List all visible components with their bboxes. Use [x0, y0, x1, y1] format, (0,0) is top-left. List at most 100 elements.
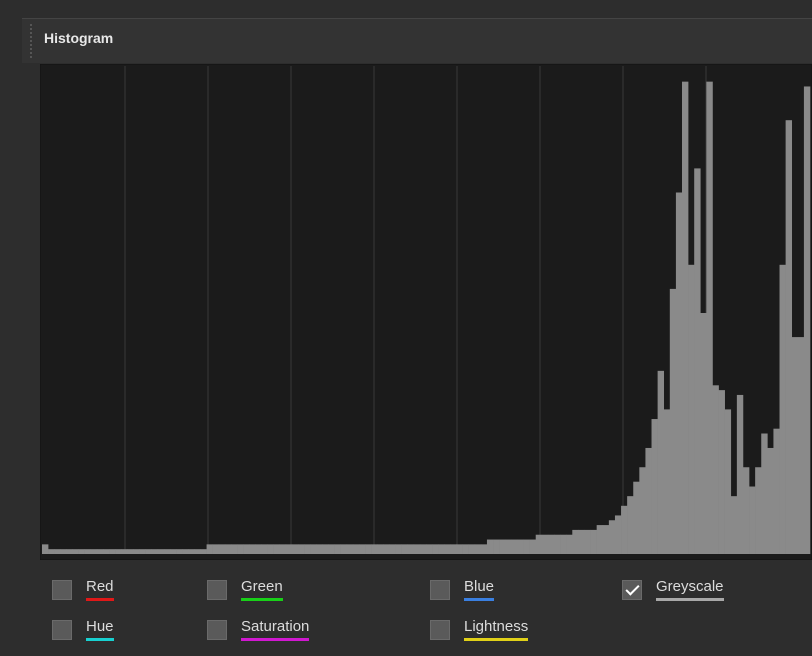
checkbox[interactable]	[207, 579, 227, 600]
histogram-bar	[432, 544, 439, 554]
histogram-bar	[267, 544, 274, 554]
channel-label[interactable]: Saturation	[241, 618, 310, 641]
histogram-bar	[444, 544, 451, 554]
histogram-bar	[566, 534, 573, 554]
histogram-bar	[200, 549, 207, 554]
histogram-bar	[645, 447, 652, 554]
histogram-bar	[633, 481, 640, 554]
histogram-bar	[596, 525, 604, 554]
histogram-bar	[255, 544, 262, 554]
channel-option[interactable]: Hue	[52, 618, 114, 641]
checkbox[interactable]	[52, 579, 72, 600]
histogram-bar	[639, 467, 646, 554]
histogram-bar	[736, 394, 744, 554]
histogram-bar	[230, 544, 238, 554]
histogram-bar	[511, 539, 518, 554]
histogram-bar	[755, 467, 762, 554]
checkbox[interactable]	[52, 619, 72, 640]
histogram-bar	[742, 467, 750, 554]
grid	[124, 66, 707, 554]
histogram-bar	[797, 337, 805, 554]
channel-option[interactable]: Blue	[430, 578, 495, 601]
histogram-bar	[395, 544, 402, 554]
histogram-bar	[541, 534, 549, 554]
histogram-bar	[694, 168, 701, 554]
histogram-bar	[42, 544, 49, 554]
histogram-bar	[60, 549, 67, 554]
histogram-bar	[48, 549, 55, 554]
channel-option[interactable]: Green	[207, 578, 283, 601]
histogram-bar	[578, 529, 585, 554]
histogram-bar	[554, 534, 561, 554]
histogram-bar	[237, 544, 244, 554]
channel-label[interactable]: Hue	[86, 618, 114, 641]
channel-label[interactable]: Red	[86, 578, 114, 601]
histogram-bar	[383, 544, 390, 554]
histogram-bar	[72, 549, 79, 554]
histogram-bar	[547, 534, 555, 554]
channel-option[interactable]: Greyscale	[622, 578, 724, 601]
channel-label[interactable]: Greyscale	[656, 578, 724, 601]
histogram-bar	[627, 496, 634, 554]
channel-label[interactable]: Blue	[464, 578, 495, 601]
histogram-bar	[486, 539, 494, 554]
channel-label[interactable]: Green	[241, 578, 283, 601]
histogram-bar	[243, 544, 250, 554]
histogram-bar	[298, 544, 305, 554]
histogram-bar	[791, 337, 799, 554]
histogram-bar	[206, 544, 213, 554]
histogram-bar	[706, 81, 713, 554]
histogram-bar	[480, 544, 488, 554]
histogram-bar	[700, 313, 707, 554]
histogram-bar	[334, 544, 341, 554]
histogram-bar	[249, 544, 256, 554]
histogram-bar	[139, 549, 146, 554]
histogram-bar	[749, 486, 756, 554]
histogram-bar	[657, 370, 665, 554]
channel-label[interactable]: Lightness	[464, 618, 529, 641]
histogram-bar	[651, 419, 658, 554]
histogram-bar	[96, 549, 104, 554]
histogram-bar	[121, 549, 128, 554]
histogram-bar	[621, 505, 628, 554]
histogram-bar	[468, 544, 476, 554]
histogram-bar	[310, 544, 317, 554]
histogram-bar	[450, 544, 457, 554]
histogram-bar	[102, 549, 110, 554]
histogram-bar	[529, 539, 537, 554]
histogram-bar	[371, 544, 378, 554]
channel-option[interactable]: Red	[52, 578, 114, 601]
checkbox[interactable]	[430, 579, 450, 600]
checkbox[interactable]	[207, 619, 227, 640]
histogram-bar	[163, 549, 171, 554]
histogram-bar	[401, 544, 409, 554]
histogram-bar	[352, 544, 360, 554]
histogram-bar	[718, 390, 725, 554]
histogram-bar	[109, 549, 116, 554]
histogram-bar	[462, 544, 469, 554]
checkbox[interactable]	[430, 619, 450, 640]
histogram-bar	[170, 549, 177, 554]
histogram-bar	[84, 549, 92, 554]
histogram-bar	[176, 549, 183, 554]
histogram-bar	[54, 549, 61, 554]
histogram-bar	[279, 544, 287, 554]
channel-option[interactable]: Lightness	[430, 618, 529, 641]
histogram-bar	[291, 544, 299, 554]
histogram-bar	[224, 544, 232, 554]
histogram-bar	[730, 496, 738, 554]
histogram-bar	[261, 544, 268, 554]
histogram-bar	[218, 544, 226, 554]
histogram-bar	[614, 515, 622, 554]
histogram-bar	[389, 544, 396, 554]
histogram-bar	[785, 120, 793, 554]
histogram-bar	[407, 544, 415, 554]
histogram-bar	[285, 544, 293, 554]
channel-option[interactable]: Saturation	[207, 618, 310, 641]
histogram-bar	[584, 529, 591, 554]
histogram-bar	[212, 544, 220, 554]
histogram-bar	[377, 544, 384, 554]
histogram-bar	[505, 539, 512, 554]
checkbox[interactable]	[622, 579, 642, 600]
